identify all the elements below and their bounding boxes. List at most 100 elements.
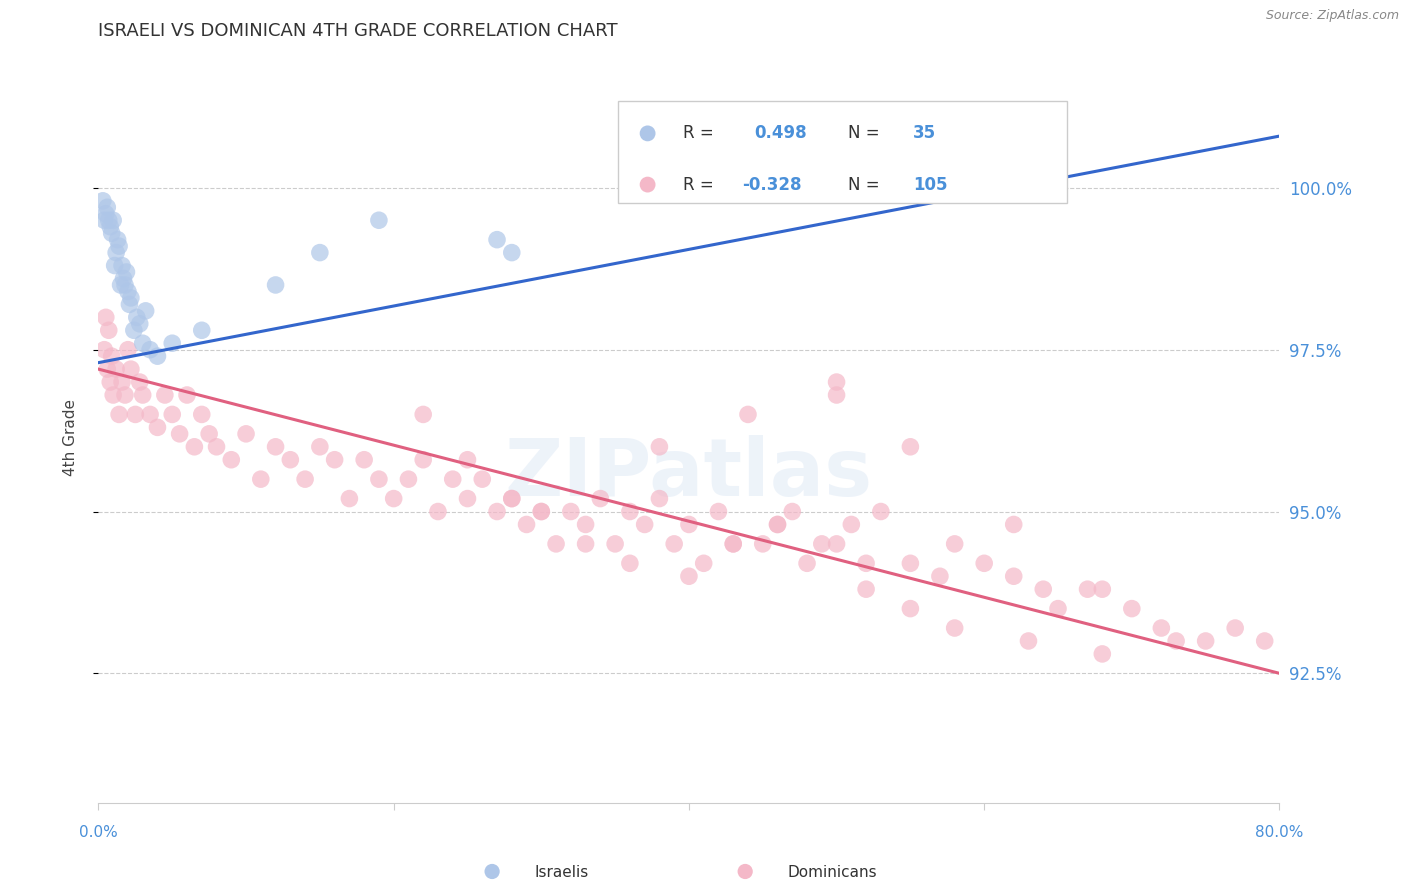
- Text: N =: N =: [848, 176, 886, 194]
- Point: [1002, 129, 1025, 144]
- Point: [723, 537, 745, 551]
- Point: [117, 285, 139, 299]
- Point: [162, 336, 183, 351]
- Point: [96, 362, 118, 376]
- Point: [1164, 634, 1187, 648]
- Point: [1223, 621, 1246, 635]
- Point: [108, 239, 131, 253]
- Point: [146, 420, 169, 434]
- Point: [124, 408, 146, 422]
- Point: [97, 323, 120, 337]
- Point: [441, 472, 464, 486]
- Point: [825, 388, 848, 402]
- Text: 80.0%: 80.0%: [1256, 825, 1303, 840]
- Point: [93, 213, 115, 227]
- Point: [501, 491, 523, 506]
- Point: [678, 517, 700, 532]
- Point: [678, 569, 700, 583]
- Point: [1002, 517, 1025, 532]
- Point: [93, 343, 115, 357]
- Point: [264, 440, 287, 454]
- Point: [1091, 582, 1114, 597]
- Point: [841, 517, 863, 532]
- Point: [94, 207, 117, 221]
- Point: [107, 233, 129, 247]
- Point: [530, 504, 553, 518]
- Point: [128, 375, 150, 389]
- Point: [191, 323, 214, 337]
- Point: [115, 265, 138, 279]
- Point: [114, 388, 136, 402]
- Text: ISRAELI VS DOMINICAN 4TH GRADE CORRELATION CHART: ISRAELI VS DOMINICAN 4TH GRADE CORRELATI…: [98, 22, 619, 40]
- Point: [530, 504, 553, 518]
- Point: [734, 864, 756, 879]
- Point: [560, 504, 582, 518]
- Text: -0.328: -0.328: [742, 176, 801, 194]
- Point: [139, 408, 162, 422]
- Point: [139, 343, 162, 357]
- Point: [169, 426, 191, 441]
- Text: 105: 105: [914, 176, 948, 194]
- Point: [546, 537, 568, 551]
- Point: [737, 408, 759, 422]
- Point: [412, 452, 434, 467]
- Point: [100, 226, 122, 240]
- Point: [574, 537, 596, 551]
- Point: [183, 440, 205, 454]
- Point: [382, 491, 405, 506]
- Point: [855, 557, 877, 571]
- Point: [104, 259, 127, 273]
- Point: [928, 569, 950, 583]
- Point: [117, 343, 139, 357]
- Point: [132, 336, 155, 351]
- Point: [135, 303, 157, 318]
- Point: [353, 452, 375, 467]
- Point: [125, 310, 148, 325]
- Point: [825, 537, 848, 551]
- Point: [723, 537, 745, 551]
- Point: [198, 426, 221, 441]
- Point: [900, 440, 922, 454]
- Text: 0.498: 0.498: [754, 124, 807, 143]
- Point: [98, 375, 121, 389]
- Point: [103, 388, 125, 402]
- Point: [501, 491, 523, 506]
- Point: [796, 557, 818, 571]
- Point: [619, 557, 641, 571]
- Point: [782, 504, 804, 518]
- Text: 35: 35: [914, 124, 936, 143]
- Point: [191, 408, 214, 422]
- Point: [105, 362, 128, 376]
- Point: [855, 582, 877, 597]
- Point: [693, 557, 716, 571]
- Point: [368, 472, 391, 486]
- Text: R =: R =: [683, 176, 718, 194]
- Point: [162, 408, 183, 422]
- Point: [132, 388, 155, 402]
- Point: [1077, 582, 1099, 597]
- Point: [146, 349, 169, 363]
- Point: [128, 317, 150, 331]
- Point: [91, 194, 114, 208]
- Point: [294, 472, 316, 486]
- Point: [103, 213, 125, 227]
- Point: [900, 557, 922, 571]
- Point: [1091, 647, 1114, 661]
- Point: [110, 277, 132, 292]
- Point: [605, 537, 627, 551]
- Text: Dominicans: Dominicans: [787, 865, 877, 880]
- Point: [339, 491, 360, 506]
- Point: [648, 491, 671, 506]
- Point: [153, 388, 176, 402]
- Point: [1046, 601, 1069, 615]
- Point: [98, 219, 121, 234]
- Point: [486, 233, 509, 247]
- Point: [96, 200, 118, 214]
- Point: [427, 504, 450, 518]
- Point: [810, 537, 832, 551]
- Point: [869, 504, 891, 518]
- Point: [235, 426, 257, 441]
- Point: [751, 537, 773, 551]
- Point: [122, 323, 145, 337]
- Text: N =: N =: [848, 124, 886, 143]
